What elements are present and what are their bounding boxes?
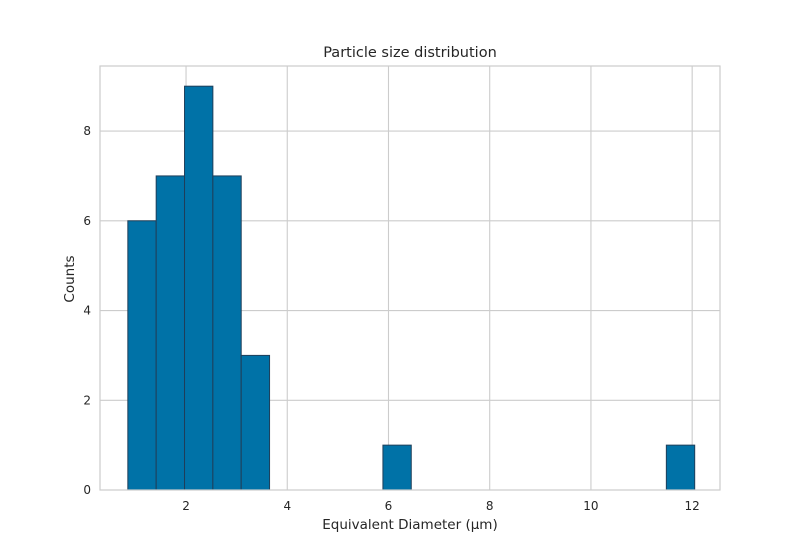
histogram-bar	[127, 220, 157, 491]
y-tick-label: 6	[83, 214, 91, 228]
y-axis-title: Counts	[62, 255, 78, 302]
histogram-bars	[127, 85, 696, 491]
histogram-bar	[155, 175, 186, 491]
histogram-bar	[382, 444, 412, 491]
plot-frame	[99, 65, 721, 491]
chart-title: Particle size distribution	[323, 45, 497, 61]
y-tick-label: 0	[83, 483, 91, 497]
x-tick-label: 12	[685, 499, 700, 513]
histogram-bar	[240, 354, 271, 491]
x-tick-label: 6	[385, 499, 393, 513]
histogram-bar	[184, 85, 214, 491]
x-tick-label: 4	[283, 499, 291, 513]
x-tick-label: 2	[182, 499, 190, 513]
x-tick-label: 8	[486, 499, 494, 513]
y-tick-label: 2	[83, 393, 91, 407]
y-tick-label: 4	[83, 304, 91, 318]
histogram-bar	[665, 444, 696, 491]
tick-labels: 2 4 6 8 10 12 0 2 4 6 8	[83, 124, 699, 513]
histogram-bar	[212, 175, 242, 491]
y-tick-label: 8	[83, 124, 91, 138]
x-axis-title: Equivalent Diameter (µm)	[322, 517, 497, 533]
x-tick-label: 10	[583, 499, 598, 513]
